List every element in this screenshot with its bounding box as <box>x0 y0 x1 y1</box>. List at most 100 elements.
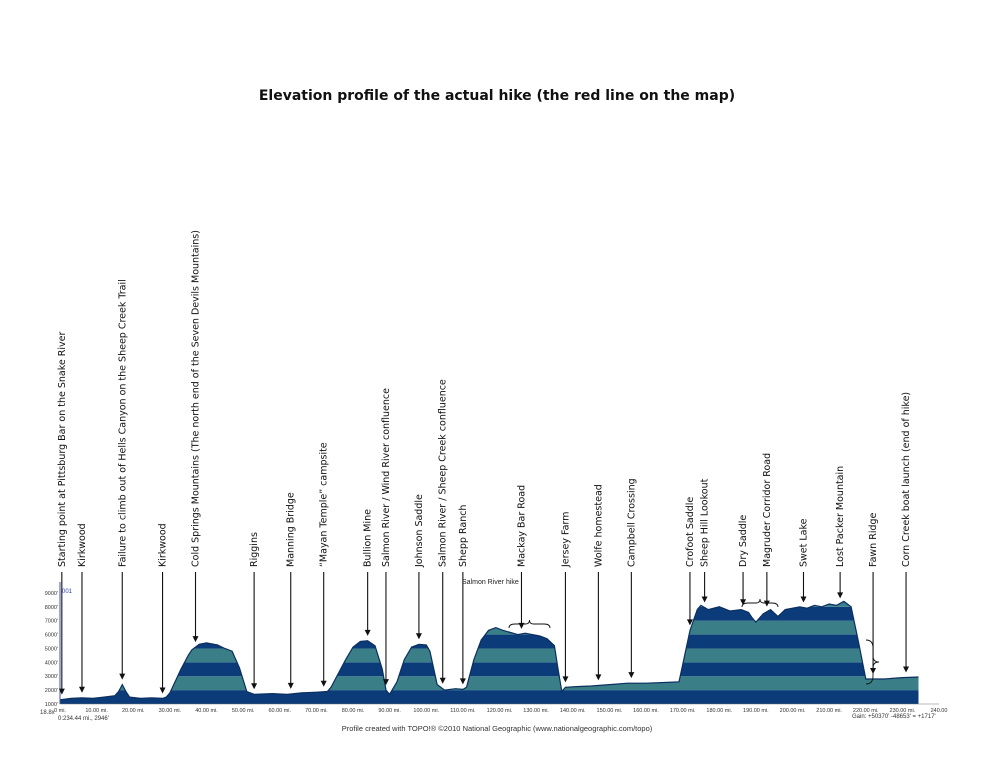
annotation: Magruder Corridor Road <box>762 453 773 607</box>
y-tick-label: 4000' <box>45 660 58 666</box>
x-tick-label: 240.00 <box>931 708 948 714</box>
annotation: Swet Lake <box>798 518 809 603</box>
y-tick-label: 8000' <box>45 605 58 611</box>
y-tick-label: 9000' <box>45 591 58 597</box>
annotation-label: Failure to climb out of Hells Canyon on … <box>117 279 128 567</box>
elevation-band <box>60 606 919 621</box>
arrow-head <box>192 636 199 643</box>
arrow-head <box>382 679 389 686</box>
x-tick-label: 0 mi. <box>54 708 66 714</box>
arrow-head <box>595 674 602 681</box>
x-tick-label: 100.00 mi. <box>413 708 439 714</box>
annotation-label: Campbell Crossing <box>626 478 637 567</box>
annotation-label: Kirkwood <box>77 523 88 567</box>
arrow-head <box>287 682 294 689</box>
series-label: Salmon River hike <box>462 579 519 586</box>
y-tick-label: 1000' <box>45 702 58 708</box>
annotation-label: Crofoot Saddle <box>685 497 696 567</box>
x-tick-label: 140.00 mi. <box>560 708 586 714</box>
x-tick-label: 120.00 mi. <box>487 708 513 714</box>
x-tick-label: 200.00 mi. <box>780 708 806 714</box>
annotation-label: Bullion Mine <box>363 509 374 567</box>
range-brace <box>508 619 551 629</box>
annotation-label: Mackay Bar Road <box>516 485 527 567</box>
annotation: Kirkwood <box>158 523 169 694</box>
annotation: Fawn Ridge <box>868 512 879 675</box>
x-tick-label: 30.00 mi. <box>159 708 182 714</box>
annotation-label: Fawn Ridge <box>868 512 879 567</box>
unit-tag: 001 <box>62 589 73 595</box>
x-tick-label: 20.00 mi. <box>122 708 145 714</box>
x-tick-label: 220.00 mi. <box>853 708 879 714</box>
arrow-head <box>58 688 65 695</box>
elevation-band <box>60 634 919 649</box>
annotation-label: Johnson Saddle <box>414 494 425 568</box>
arrow-head <box>837 592 844 599</box>
x-tick-label: 70.00 mi. <box>305 708 328 714</box>
x-tick-label: 210.00 mi. <box>816 708 842 714</box>
annotation-label: Wolfe homestead <box>593 484 604 567</box>
arrow-head <box>903 666 910 673</box>
annotation: Manning Bridge <box>286 492 297 689</box>
arrow-head <box>119 673 126 680</box>
x-tick-label: 90.00 mi. <box>378 708 401 714</box>
elevation-band <box>60 690 919 704</box>
annotation-label: Lost Packer Mountain <box>835 466 846 567</box>
annotation-label: Magruder Corridor Road <box>762 453 773 567</box>
cursor-readout: 0:234.44 mi., 2946' <box>58 716 109 722</box>
annotation: Shepp Ranch <box>458 505 469 685</box>
elevation-band <box>60 601 919 607</box>
annotation-label: Jersey Farm <box>560 512 571 568</box>
annotation-label: Salmon River / Sheep Creek confluence <box>438 379 449 567</box>
annotation-label: Riggins <box>249 532 260 567</box>
annotation: Lost Packer Mountain <box>835 466 846 599</box>
arrow-head <box>439 677 446 684</box>
arrow-head <box>320 680 327 687</box>
annotation: Starting point at Pittsburg Bar on the S… <box>57 332 68 695</box>
annotation-label: Cold Springs Mountains (The north end of… <box>191 230 202 567</box>
arrow-head <box>159 687 166 694</box>
arrow-head <box>251 683 258 690</box>
annotation: Dry Saddle <box>738 515 749 606</box>
gain-readout: Gain: +50370' -48653' = +1717' <box>852 714 936 720</box>
page-title: Elevation profile of the actual hike (th… <box>258 88 736 104</box>
annotation-label: Manning Bridge <box>286 492 297 567</box>
x-tick-label: 50.00 mi. <box>232 708 255 714</box>
elevation-band <box>60 676 919 691</box>
annotation-label: Kirkwood <box>158 523 169 567</box>
annotation-label: Dry Saddle <box>738 515 749 567</box>
annotation: Wolfe homestead <box>593 484 604 681</box>
scale-readout: 18.8x <box>40 710 55 716</box>
arrow-head <box>628 672 635 679</box>
x-tick-label: 230.00 mi. <box>890 708 916 714</box>
y-tick-label: 7000' <box>45 619 58 625</box>
annotation-label: Swet Lake <box>798 518 809 567</box>
annotation: Mackay Bar Road <box>516 485 527 629</box>
annotation: Failure to climb out of Hells Canyon on … <box>117 279 128 680</box>
x-tick-label: 190.00 mi. <box>743 708 769 714</box>
y-tick-label: 3000' <box>45 674 58 680</box>
elevation-band <box>60 620 919 635</box>
arrow-head <box>562 676 569 683</box>
arrow-head <box>701 596 708 603</box>
arrow-head <box>459 678 466 685</box>
elevation-outline <box>59 600 919 701</box>
x-tick-label: 130.00 mi. <box>523 708 549 714</box>
credit-line: Profile created with TOPO!® ©2010 Nation… <box>341 724 653 733</box>
x-tick-label: 80.00 mi. <box>342 708 365 714</box>
arrow-head <box>78 686 85 693</box>
annotation-label: Shepp Ranch <box>458 505 469 567</box>
arrow-head <box>763 600 770 607</box>
x-tick-label: 170.00 mi. <box>670 708 696 714</box>
arrow-head <box>686 619 693 626</box>
range-brace <box>865 639 880 685</box>
arrow-head <box>415 633 422 640</box>
annotation: Cold Springs Mountains (The north end of… <box>191 230 202 643</box>
annotation-label: Corn Creek boat launch (end of hike) <box>901 392 912 567</box>
annotation: Campbell Crossing <box>626 478 637 679</box>
x-tick-label: 10.00 mi. <box>85 708 108 714</box>
annotation: Riggins <box>249 532 260 690</box>
x-tick-label: 160.00 mi. <box>633 708 659 714</box>
y-tick-label: 6000' <box>45 633 58 639</box>
